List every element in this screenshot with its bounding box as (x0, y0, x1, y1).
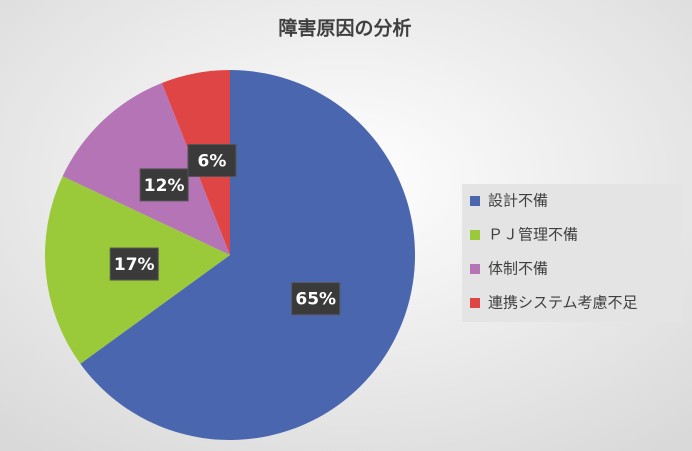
legend-label: 体制不備 (488, 260, 548, 278)
data-label: 65% (295, 290, 336, 310)
legend-marker (470, 196, 480, 206)
legend-marker (470, 264, 480, 274)
pie-slice (80, 70, 416, 441)
data-label-box (109, 247, 159, 281)
chart-title: 障害原因の分析 (278, 17, 411, 40)
data-label: 12% (144, 176, 185, 196)
legend-box (462, 184, 682, 322)
data-label-box (187, 144, 237, 178)
legend-label: 連携システム考慮不足 (488, 294, 638, 312)
legend-label: 設計不備 (488, 192, 548, 210)
data-label: 6% (198, 152, 227, 172)
legend-marker (470, 230, 480, 240)
legend-label: ＰＪ管理不備 (488, 226, 578, 244)
data-label-box (291, 282, 341, 316)
data-label: 17% (114, 255, 155, 275)
data-label-box (139, 168, 189, 202)
legend-marker (470, 298, 480, 308)
